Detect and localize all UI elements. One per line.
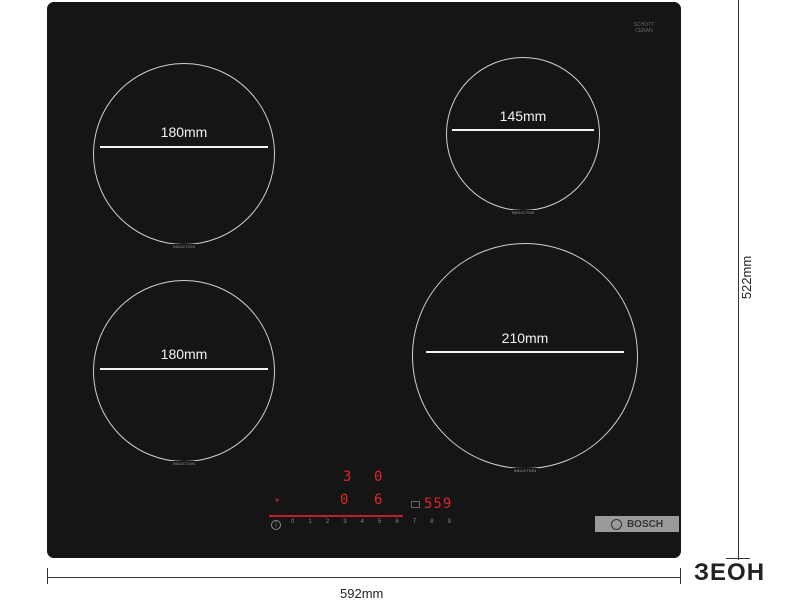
power-button[interactable]: | bbox=[271, 520, 281, 530]
glass-brand: SCHOTT CERAN bbox=[633, 22, 655, 34]
display-top-left: 3 bbox=[343, 469, 352, 485]
zone-diameter-line bbox=[100, 368, 268, 370]
slider-level[interactable]: 4 bbox=[360, 519, 364, 525]
cooking-zone-front-left-top[interactable]: 180mm INDUCTION bbox=[93, 63, 275, 249]
slider-level[interactable]: 0 bbox=[291, 519, 295, 525]
slider-level[interactable]: 6 bbox=[395, 519, 399, 525]
cooking-zone-front-left[interactable]: 180mm INDUCTION bbox=[93, 280, 275, 466]
zone-size-label: 210mm bbox=[501, 330, 549, 346]
display-top-right: 0 bbox=[374, 469, 383, 485]
width-label: 592mm bbox=[340, 586, 384, 601]
display-mid-right: 6 bbox=[374, 492, 383, 508]
height-label: 522mm bbox=[739, 255, 755, 300]
zone-tag: INDUCTION bbox=[511, 468, 539, 473]
watermark-logo: ЗЕОН bbox=[694, 559, 766, 586]
brand-badge: BOSCH bbox=[595, 516, 679, 532]
zone-size-label: 180mm bbox=[160, 346, 208, 362]
width-dimension-line bbox=[47, 577, 681, 578]
timer-icon[interactable] bbox=[411, 501, 420, 508]
height-dimension-tick bbox=[726, 558, 750, 559]
zone-diameter-line bbox=[100, 146, 268, 148]
slider-level[interactable]: 7 bbox=[412, 519, 417, 525]
power-slider[interactable]: 0 1 2 3 4 5 6 7 8 9 bbox=[291, 519, 451, 525]
zone-tag: INDUCTION bbox=[509, 210, 537, 215]
slider-level[interactable]: 5 bbox=[378, 519, 382, 525]
zone-size-label: 180mm bbox=[160, 124, 208, 140]
width-tick-right bbox=[680, 568, 681, 584]
cooktop: SCHOTT CERAN 180mm INDUCTION 145mm INDUC… bbox=[47, 2, 681, 558]
slider-level[interactable]: 8 bbox=[430, 519, 434, 525]
timer-display: 559 bbox=[424, 496, 453, 512]
slider-level[interactable]: 3 bbox=[343, 519, 347, 525]
zone-tag: INDUCTION bbox=[170, 461, 198, 466]
cooking-zone-front-right[interactable]: 210mm INDUCTION bbox=[412, 243, 638, 473]
bosch-logo-icon bbox=[610, 518, 622, 530]
zone-diameter-line bbox=[426, 351, 624, 353]
wifi-icon[interactable]: ▾ bbox=[275, 496, 280, 505]
display-mid-left: 0 bbox=[340, 492, 349, 508]
slider-level[interactable]: 1 bbox=[308, 519, 312, 525]
width-tick-left bbox=[47, 568, 48, 584]
cooking-zone-rear-right[interactable]: 145mm INDUCTION bbox=[446, 57, 600, 215]
slider-level[interactable]: 2 bbox=[325, 519, 330, 525]
power-slider-track[interactable] bbox=[269, 515, 403, 517]
height-dimension-line bbox=[738, 0, 739, 560]
zone-size-label: 145mm bbox=[499, 108, 547, 124]
zone-tag: INDUCTION bbox=[170, 244, 198, 249]
brand-name: BOSCH bbox=[626, 518, 664, 530]
slider-level[interactable]: 9 bbox=[447, 519, 451, 525]
zone-diameter-line bbox=[452, 129, 594, 131]
